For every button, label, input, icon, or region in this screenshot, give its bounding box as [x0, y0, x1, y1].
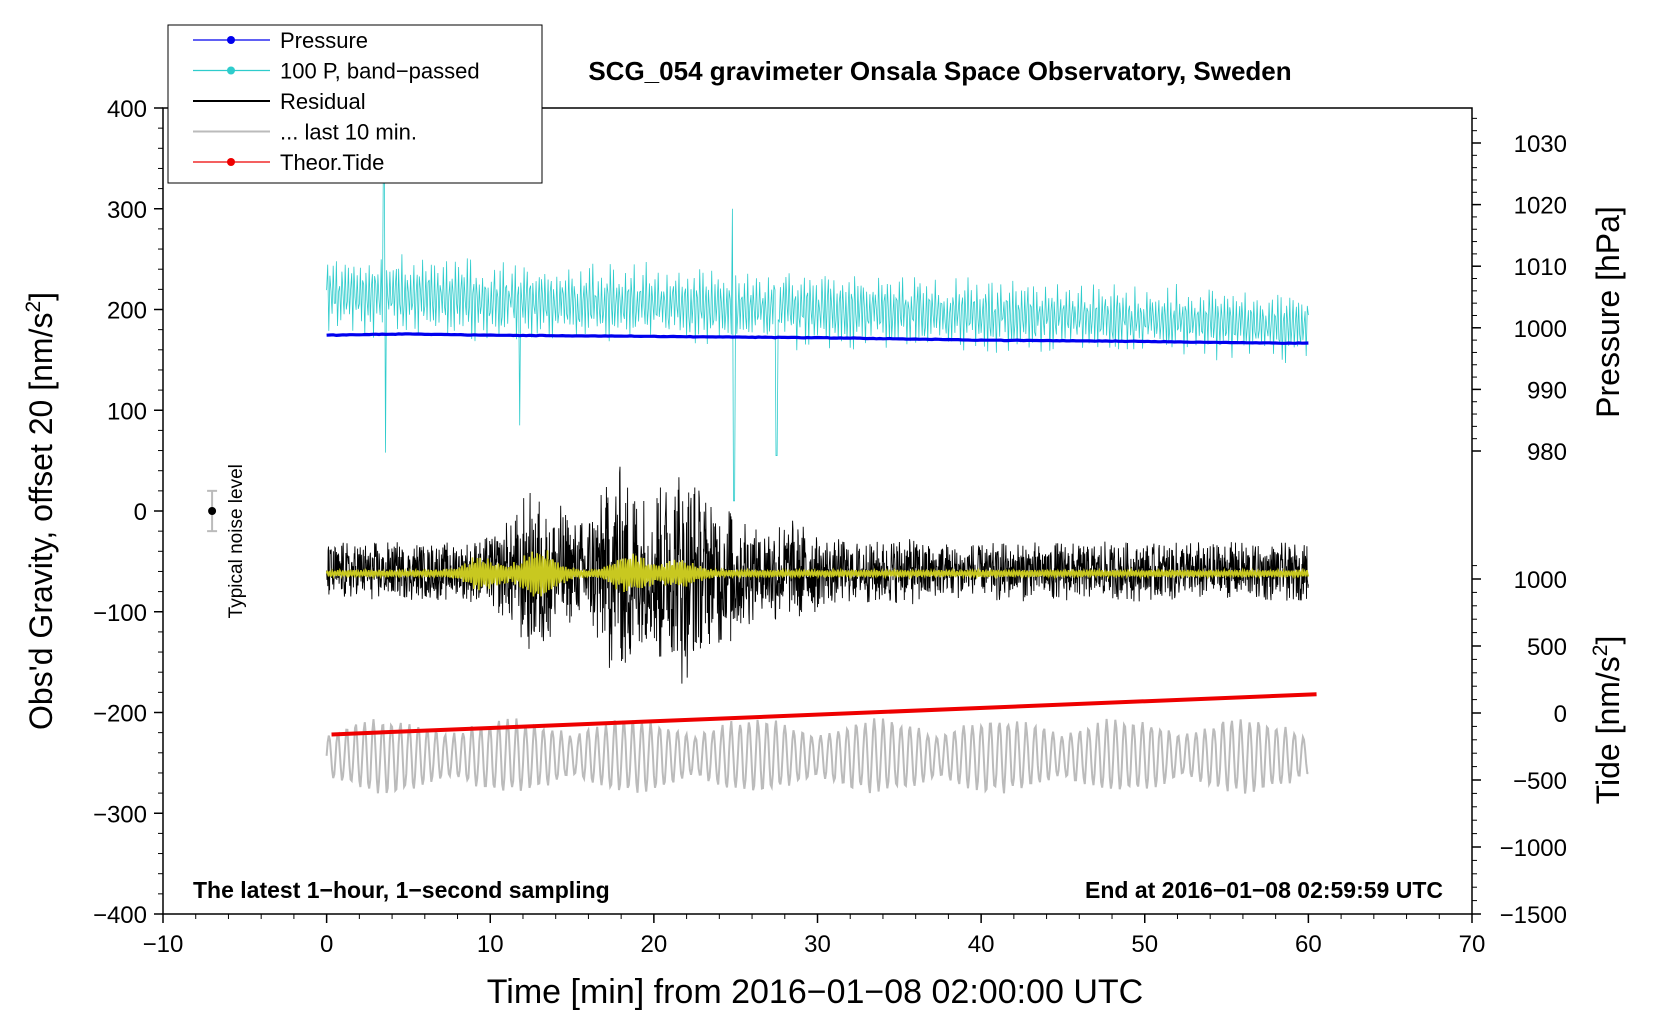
x-tick-label: 50 [1131, 931, 1158, 958]
y-left-tick-label: −200 [93, 701, 147, 728]
y-left-tick-label: 100 [107, 398, 147, 425]
y-left-axis-label: Obs'd Gravity, offset 20 [nm/s2] [22, 292, 59, 730]
noise-label: Typical noise level [226, 464, 247, 618]
noise-bar-dot [208, 507, 217, 515]
pressure-tick-label: 1000 [1514, 316, 1567, 343]
axes-layer [154, 107, 1481, 923]
x-axis-label: Time [min] from 2016−01−08 02:00:00 UTC [487, 973, 1143, 1011]
x-tick-label: 60 [1295, 931, 1322, 958]
y-left-tick-label: −100 [93, 600, 147, 627]
y-left-tick-label: 300 [107, 197, 147, 224]
tide-axis-label: Tide [nm/s2] [1589, 636, 1626, 805]
pressure-tick-label: 1020 [1514, 193, 1567, 220]
legend-marker [227, 66, 235, 75]
bandpassed-pressure-line [326, 173, 1309, 502]
x-tick-label: 20 [641, 931, 668, 958]
tide-tick-label: −500 [1513, 768, 1567, 795]
y-left-tick-label: 400 [107, 96, 147, 123]
legend-label: Residual [280, 89, 366, 114]
y-left-tick-label: −300 [93, 801, 147, 828]
pressure-axis-label: Pressure [hPa] [1590, 206, 1626, 418]
residual-line [326, 466, 1309, 684]
tide-tick-label: 1000 [1514, 567, 1567, 594]
tide-tick-label: −1000 [1500, 835, 1567, 862]
text-layer: Typical noise level−10 0 10 20 30 40 50 60 70400… [22, 56, 1626, 1011]
legend-label: Theor.Tide [280, 150, 384, 175]
x-tick-label: 70 [1459, 931, 1486, 958]
y-left-tick-label: 200 [107, 298, 147, 325]
legend-box [167, 24, 543, 184]
tide-label-sup: 2 [1589, 645, 1612, 657]
chart-title: SCG_054 gravimeter Onsala Space Observat… [588, 56, 1291, 86]
theoretical-tide-line [331, 692, 1317, 737]
legend-label: 100 P, band−passed [280, 59, 480, 84]
annotation-right: End at 2016−01−08 02:59:59 UTC [1085, 877, 1443, 903]
tide-label-main: Tide [nm/s [1590, 656, 1626, 804]
legend: Pressure 100 P, band−passed Residual ... la… [167, 24, 543, 184]
x-tick-label: 40 [968, 931, 995, 958]
legend-label: Pressure [280, 28, 368, 53]
pressure-tick-label: 1010 [1514, 254, 1567, 281]
legend-label: ... last 10 min. [280, 120, 417, 145]
tide-tick-label: 0 [1554, 701, 1567, 728]
data-layer [325, 173, 1317, 794]
x-tick-label: 10 [477, 931, 504, 958]
tide-label-tail: ] [1590, 636, 1626, 645]
legend-marker [227, 36, 235, 44]
pressure-tick-label: 990 [1527, 377, 1567, 404]
pressure-tick-label: 1030 [1514, 131, 1567, 158]
residual-smoothed-line [325, 550, 1310, 597]
annotation-left: The latest 1−hour, 1−second sampling [193, 877, 610, 903]
legend-marker [227, 158, 235, 166]
y-left-label-main: Obs'd Gravity, offset 20 [nm/s [23, 313, 59, 731]
tide-tick-label: 500 [1527, 634, 1567, 661]
x-tick-label: −10 [143, 931, 184, 958]
y-left-label-sup: 2 [22, 301, 45, 313]
y-left-label-tail: ] [23, 292, 59, 301]
y-left-tick-label: 0 [134, 499, 147, 526]
pressure-tick-label: 980 [1527, 439, 1567, 466]
tide-tick-label: −1500 [1500, 902, 1567, 929]
y-left-tick-label: −400 [93, 902, 147, 929]
x-tick-label: 0 [320, 931, 333, 958]
pressure-line [326, 332, 1309, 345]
x-tick-label: 30 [804, 931, 831, 958]
